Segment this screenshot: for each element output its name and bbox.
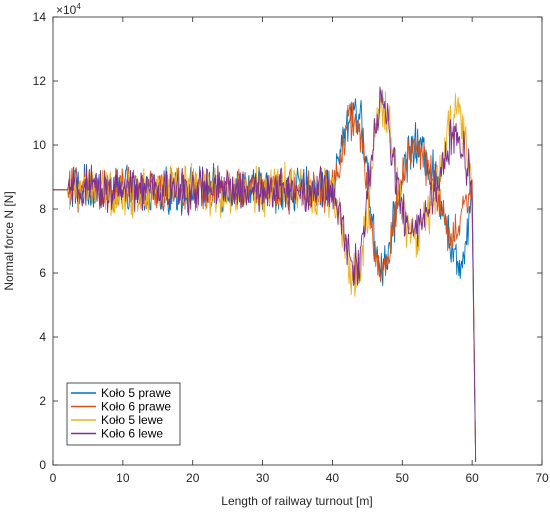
x-tick-label: 60: [465, 471, 479, 485]
y-tick-label: 2: [39, 394, 46, 408]
x-tick-label: 30: [256, 471, 270, 485]
axes: [52, 16, 543, 466]
y-multiplier-base: ×10: [56, 3, 77, 17]
plot-frame: [52, 16, 543, 466]
x-tick-label: 10: [116, 471, 130, 485]
ticks: [52, 16, 543, 466]
tick-labels: 0 10 20 30 40 50 60 70 0 2 4 6 8 10 12 14: [33, 10, 549, 485]
x-axis-label: Length of railway turnout [m]: [221, 494, 372, 508]
legend-label: Koło 6 lewe: [101, 427, 163, 441]
legend-label: Koło 5 prawe: [101, 386, 171, 400]
x-tick-label: 20: [186, 471, 200, 485]
y-multiplier: ×104: [56, 2, 81, 17]
y-tick-label: 6: [39, 266, 46, 280]
series-line-4: [53, 86, 477, 462]
x-tick-label: 50: [396, 471, 410, 485]
y-tick-label: 0: [39, 458, 46, 472]
x-tick-label: 70: [535, 471, 549, 485]
legend-label: Koło 5 lewe: [101, 413, 163, 427]
x-tick-label: 0: [50, 471, 57, 485]
y-tick-label: 8: [39, 202, 46, 216]
y-tick-label: 4: [39, 330, 46, 344]
y-tick-label: 10: [33, 138, 47, 152]
series-layer: [53, 86, 477, 462]
y-axis-label: Normal force N [N]: [2, 191, 16, 290]
y-tick-label: 14: [33, 10, 47, 24]
y-tick-label: 12: [33, 74, 47, 88]
y-multiplier-exponent: 4: [76, 2, 81, 11]
x-tick-label: 40: [326, 471, 340, 485]
legend-label: Koło 6 prawe: [101, 400, 171, 414]
